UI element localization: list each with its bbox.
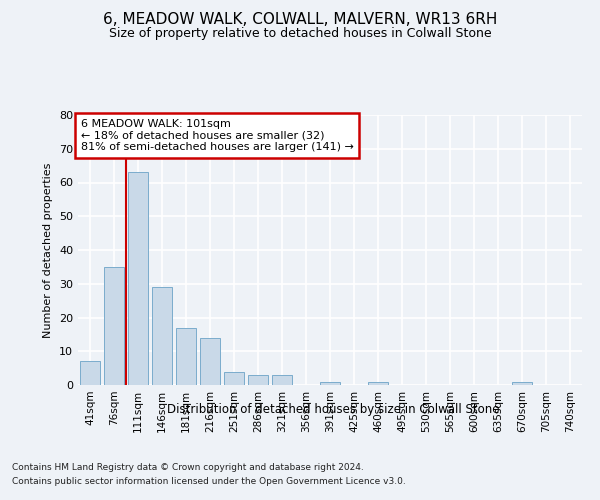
Bar	[104, 267, 124, 385]
Text: 6 MEADOW WALK: 101sqm
← 18% of detached houses are smaller (32)
81% of semi-deta: 6 MEADOW WALK: 101sqm ← 18% of detached …	[80, 119, 353, 152]
Bar	[224, 372, 244, 385]
Text: Contains public sector information licensed under the Open Government Licence v3: Contains public sector information licen…	[12, 478, 406, 486]
Bar	[152, 287, 172, 385]
Bar	[200, 338, 220, 385]
Text: Size of property relative to detached houses in Colwall Stone: Size of property relative to detached ho…	[109, 28, 491, 40]
Bar	[128, 172, 148, 385]
Bar	[248, 375, 268, 385]
Bar	[80, 362, 100, 385]
Text: Distribution of detached houses by size in Colwall Stone: Distribution of detached houses by size …	[167, 402, 499, 415]
Bar	[272, 375, 292, 385]
Bar	[368, 382, 388, 385]
Y-axis label: Number of detached properties: Number of detached properties	[43, 162, 53, 338]
Text: 6, MEADOW WALK, COLWALL, MALVERN, WR13 6RH: 6, MEADOW WALK, COLWALL, MALVERN, WR13 6…	[103, 12, 497, 28]
Bar	[320, 382, 340, 385]
Bar	[176, 328, 196, 385]
Text: Contains HM Land Registry data © Crown copyright and database right 2024.: Contains HM Land Registry data © Crown c…	[12, 462, 364, 471]
Bar	[512, 382, 532, 385]
